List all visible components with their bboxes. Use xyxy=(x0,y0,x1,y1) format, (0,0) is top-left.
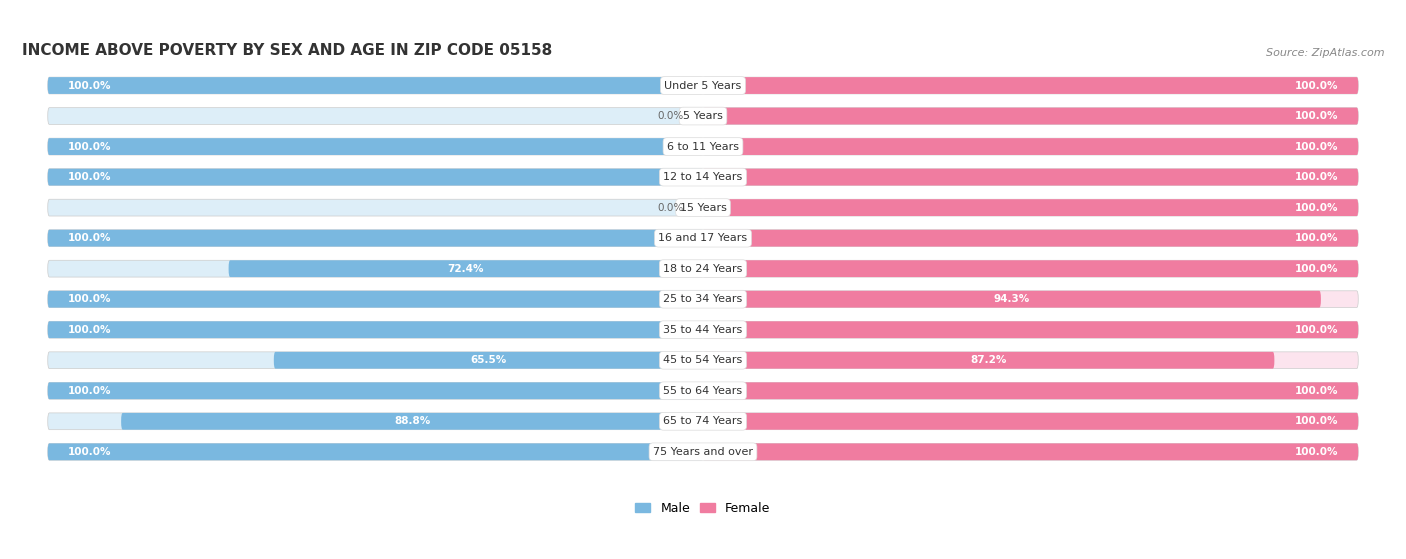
Text: 100.0%: 100.0% xyxy=(1295,111,1339,121)
Text: 100.0%: 100.0% xyxy=(67,325,111,335)
Text: 100.0%: 100.0% xyxy=(1295,202,1339,212)
Text: INCOME ABOVE POVERTY BY SEX AND AGE IN ZIP CODE 05158: INCOME ABOVE POVERTY BY SEX AND AGE IN Z… xyxy=(21,43,551,58)
Text: 100.0%: 100.0% xyxy=(1295,325,1339,335)
FancyBboxPatch shape xyxy=(703,352,1274,368)
FancyBboxPatch shape xyxy=(703,291,1320,307)
Text: 16 and 17 Years: 16 and 17 Years xyxy=(658,233,748,243)
Text: 0.0%: 0.0% xyxy=(657,111,683,121)
Text: 12 to 14 Years: 12 to 14 Years xyxy=(664,172,742,182)
FancyBboxPatch shape xyxy=(703,413,1358,430)
Text: 88.8%: 88.8% xyxy=(394,416,430,427)
FancyBboxPatch shape xyxy=(703,382,1358,399)
FancyBboxPatch shape xyxy=(48,291,703,307)
Text: 0.0%: 0.0% xyxy=(657,202,683,212)
FancyBboxPatch shape xyxy=(703,260,1358,277)
Legend: Male, Female: Male, Female xyxy=(630,497,776,520)
Text: 72.4%: 72.4% xyxy=(447,264,484,274)
FancyBboxPatch shape xyxy=(48,260,703,277)
FancyBboxPatch shape xyxy=(703,260,1358,277)
FancyBboxPatch shape xyxy=(703,352,1358,368)
Text: 55 to 64 Years: 55 to 64 Years xyxy=(664,386,742,396)
FancyBboxPatch shape xyxy=(703,291,1358,307)
Text: 45 to 54 Years: 45 to 54 Years xyxy=(664,356,742,365)
Text: 100.0%: 100.0% xyxy=(1295,416,1339,427)
Text: Source: ZipAtlas.com: Source: ZipAtlas.com xyxy=(1265,48,1385,58)
FancyBboxPatch shape xyxy=(703,230,1358,247)
Text: 65.5%: 65.5% xyxy=(470,356,506,365)
FancyBboxPatch shape xyxy=(703,199,1358,216)
Text: 100.0%: 100.0% xyxy=(67,294,111,304)
FancyBboxPatch shape xyxy=(274,352,703,368)
Text: 100.0%: 100.0% xyxy=(67,172,111,182)
FancyBboxPatch shape xyxy=(48,321,703,338)
Text: 100.0%: 100.0% xyxy=(1295,80,1339,91)
FancyBboxPatch shape xyxy=(48,230,703,247)
Text: 100.0%: 100.0% xyxy=(1295,264,1339,274)
FancyBboxPatch shape xyxy=(48,443,703,460)
FancyBboxPatch shape xyxy=(48,138,703,155)
Text: 25 to 34 Years: 25 to 34 Years xyxy=(664,294,742,304)
FancyBboxPatch shape xyxy=(703,169,1358,186)
Text: 5 Years: 5 Years xyxy=(683,111,723,121)
Text: 94.3%: 94.3% xyxy=(994,294,1031,304)
Text: 87.2%: 87.2% xyxy=(970,356,1007,365)
Text: 100.0%: 100.0% xyxy=(1295,233,1339,243)
FancyBboxPatch shape xyxy=(48,138,703,155)
Text: 100.0%: 100.0% xyxy=(1295,141,1339,151)
FancyBboxPatch shape xyxy=(48,291,703,307)
FancyBboxPatch shape xyxy=(703,77,1358,94)
FancyBboxPatch shape xyxy=(703,138,1358,155)
Text: 100.0%: 100.0% xyxy=(1295,172,1339,182)
Text: 75 Years and over: 75 Years and over xyxy=(652,447,754,457)
Text: 100.0%: 100.0% xyxy=(1295,386,1339,396)
FancyBboxPatch shape xyxy=(703,321,1358,338)
FancyBboxPatch shape xyxy=(48,443,703,460)
FancyBboxPatch shape xyxy=(703,108,1358,125)
FancyBboxPatch shape xyxy=(703,413,1358,430)
FancyBboxPatch shape xyxy=(703,108,1358,125)
FancyBboxPatch shape xyxy=(121,413,703,430)
FancyBboxPatch shape xyxy=(229,260,703,277)
FancyBboxPatch shape xyxy=(703,77,1358,94)
FancyBboxPatch shape xyxy=(48,77,703,94)
FancyBboxPatch shape xyxy=(48,77,703,94)
Text: 100.0%: 100.0% xyxy=(67,80,111,91)
FancyBboxPatch shape xyxy=(48,230,703,247)
Text: 100.0%: 100.0% xyxy=(67,141,111,151)
FancyBboxPatch shape xyxy=(48,108,703,125)
FancyBboxPatch shape xyxy=(703,230,1358,247)
FancyBboxPatch shape xyxy=(703,382,1358,399)
Text: Under 5 Years: Under 5 Years xyxy=(665,80,741,91)
FancyBboxPatch shape xyxy=(48,382,703,399)
FancyBboxPatch shape xyxy=(48,382,703,399)
Text: 35 to 44 Years: 35 to 44 Years xyxy=(664,325,742,335)
FancyBboxPatch shape xyxy=(703,443,1358,460)
FancyBboxPatch shape xyxy=(48,169,703,186)
FancyBboxPatch shape xyxy=(48,352,703,368)
FancyBboxPatch shape xyxy=(48,169,703,186)
Text: 100.0%: 100.0% xyxy=(67,447,111,457)
Text: 65 to 74 Years: 65 to 74 Years xyxy=(664,416,742,427)
Text: 100.0%: 100.0% xyxy=(1295,447,1339,457)
Text: 100.0%: 100.0% xyxy=(67,386,111,396)
FancyBboxPatch shape xyxy=(703,138,1358,155)
FancyBboxPatch shape xyxy=(703,199,1358,216)
Text: 100.0%: 100.0% xyxy=(67,233,111,243)
Text: 15 Years: 15 Years xyxy=(679,202,727,212)
Text: 18 to 24 Years: 18 to 24 Years xyxy=(664,264,742,274)
FancyBboxPatch shape xyxy=(48,199,703,216)
FancyBboxPatch shape xyxy=(703,169,1358,186)
Text: 6 to 11 Years: 6 to 11 Years xyxy=(666,141,740,151)
FancyBboxPatch shape xyxy=(703,321,1358,338)
FancyBboxPatch shape xyxy=(48,321,703,338)
FancyBboxPatch shape xyxy=(703,443,1358,460)
FancyBboxPatch shape xyxy=(48,413,703,430)
